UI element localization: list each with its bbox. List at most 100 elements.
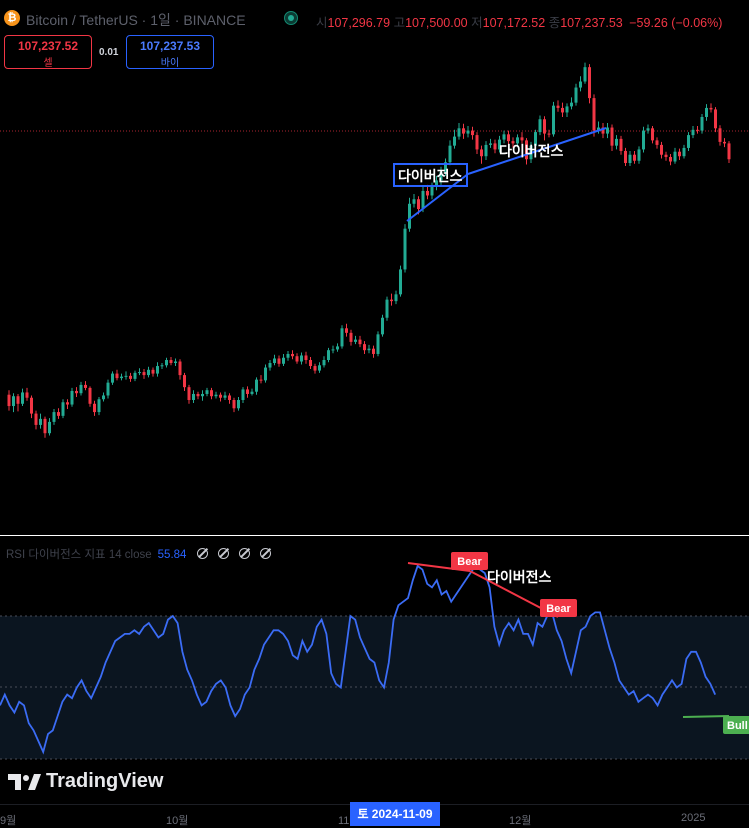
buy-button[interactable]: 107,237.53 바이 <box>126 35 214 69</box>
candle-body <box>628 154 632 164</box>
candle-body <box>651 128 654 141</box>
candle-body <box>336 346 339 350</box>
candle-body <box>664 154 668 157</box>
candle-body <box>160 365 164 367</box>
candle-body <box>358 339 362 345</box>
candle-body <box>183 375 186 388</box>
bull-badge-text: Bull <box>727 720 748 732</box>
candle-body <box>246 389 249 394</box>
candle-body <box>592 98 596 131</box>
candle-body <box>147 369 150 376</box>
candle-body <box>520 137 524 141</box>
candle-body <box>727 143 731 160</box>
bear-badge-1[interactable]: Bear <box>451 552 488 570</box>
candle-body <box>561 107 564 113</box>
bear-badge-2[interactable]: Bear <box>540 599 577 617</box>
candle-body <box>502 134 506 140</box>
candle-body <box>412 199 416 204</box>
candle-body <box>457 128 461 137</box>
candle-body <box>241 389 245 400</box>
candle-body <box>583 67 587 82</box>
candle-body <box>250 391 254 394</box>
candle-body <box>516 137 519 144</box>
na-icon <box>217 548 229 559</box>
candle-body <box>570 102 573 107</box>
candle-body <box>462 128 465 134</box>
divergence-box[interactable] <box>393 163 468 187</box>
candle-body <box>30 397 33 414</box>
candle-body <box>255 379 258 392</box>
candle-body <box>610 127 614 146</box>
candle-body <box>124 375 128 377</box>
candle-body <box>588 67 591 99</box>
candle-body <box>7 394 11 407</box>
candle-body <box>601 127 605 134</box>
candle-body <box>705 107 708 117</box>
tradingview-logo-icon[interactable] <box>8 770 42 794</box>
rsi-value: 55.84 <box>157 549 187 561</box>
candle-body <box>349 332 353 342</box>
change-value: −59.26 (−0.06%) <box>629 16 723 30</box>
candle-body <box>48 421 51 434</box>
candle-body <box>475 135 479 150</box>
candle-body <box>669 156 672 162</box>
candle-body <box>84 384 87 388</box>
candle-body <box>606 127 609 134</box>
candle-body <box>313 366 317 371</box>
candle-body <box>129 375 132 379</box>
rsi-bull-divergence-line <box>682 715 730 718</box>
candle-body <box>682 147 686 157</box>
candle-body <box>394 294 398 302</box>
candle-body <box>133 372 137 379</box>
candle-body <box>381 317 384 335</box>
bear-badge-2-text: Bear <box>546 603 571 615</box>
candle-body <box>286 353 290 358</box>
candle-body <box>115 373 119 379</box>
candle-body <box>264 367 267 381</box>
candle-body <box>426 190 429 196</box>
candle-body <box>498 139 501 150</box>
candle-body <box>340 328 344 347</box>
candle-body <box>187 387 191 400</box>
candle-body <box>534 132 537 146</box>
open-label: 시 <box>316 16 328 30</box>
candle-body <box>489 143 492 145</box>
candle-body <box>345 328 348 333</box>
candle-body <box>372 348 375 354</box>
symbol-title[interactable]: Bitcoin / TetherUS · 1일 · BINANCE <box>26 12 246 28</box>
sell-button[interactable]: 107,237.52 셀 <box>4 35 92 69</box>
candle-body <box>295 356 299 362</box>
rsi-legend[interactable]: RSI 다이버전스 지표 14 close 55.84 <box>6 546 272 562</box>
close-value: 107,237.53 <box>560 16 623 30</box>
candle-body <box>408 203 411 229</box>
candle-body <box>232 400 236 409</box>
candle-body <box>259 379 263 381</box>
candle-body <box>142 372 146 376</box>
candle-body <box>43 418 47 434</box>
candle-body <box>691 129 695 136</box>
candle-body <box>93 403 96 413</box>
time-tick: 9월 <box>0 815 17 827</box>
candle-body <box>714 109 717 129</box>
candle-body <box>66 402 69 405</box>
candle-body <box>723 141 726 144</box>
bull-badge[interactable]: Bull <box>723 716 749 734</box>
candles-group <box>7 62 731 438</box>
candle-body <box>205 390 209 394</box>
candle-body <box>52 412 56 422</box>
market-status-icon[interactable] <box>284 11 298 25</box>
candle-body <box>718 128 722 142</box>
candle-body <box>106 382 110 396</box>
candle-body <box>214 394 218 397</box>
candle-body <box>331 349 335 351</box>
time-tick: 10월 <box>166 815 189 827</box>
bitcoin-icon[interactable]: ₿ <box>4 10 20 26</box>
price-divergence-line-2 <box>467 127 607 175</box>
candle-body <box>493 143 497 150</box>
candle-body <box>111 373 114 383</box>
high-label: 고 <box>393 16 406 30</box>
candle-body <box>196 393 200 397</box>
candle-body <box>466 130 470 134</box>
sell-price: 107,237.52 <box>17 39 79 53</box>
